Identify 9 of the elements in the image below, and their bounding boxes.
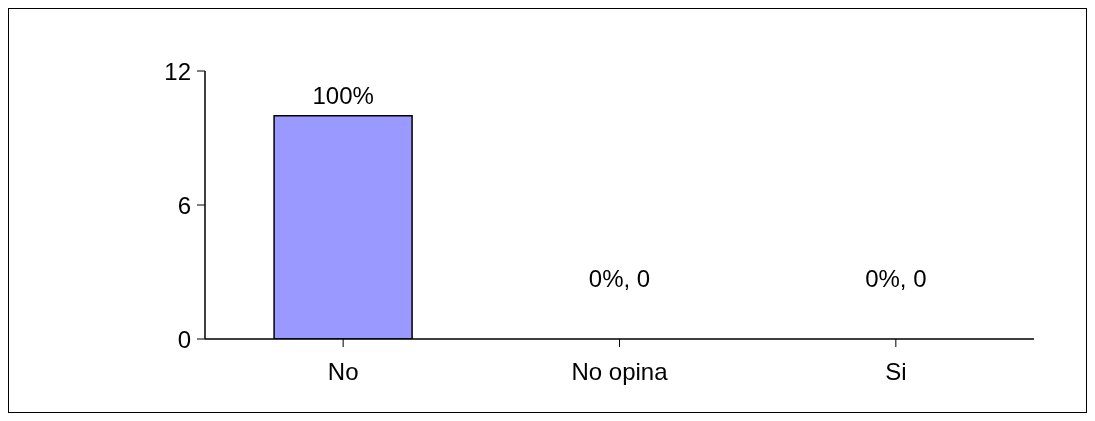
x-tick-label: Si — [885, 358, 907, 386]
data-label: 0%, 0 — [588, 265, 651, 292]
data-label: 0%, 0 — [865, 265, 927, 292]
y-tick-label: 6 — [177, 191, 191, 219]
x-tick-label: No opina — [571, 358, 669, 386]
y-tick-label: 12 — [164, 57, 191, 85]
annotation: 100% — [312, 81, 374, 109]
x-tick-label: No — [327, 358, 359, 386]
y-tick-label: 0 — [177, 325, 191, 353]
